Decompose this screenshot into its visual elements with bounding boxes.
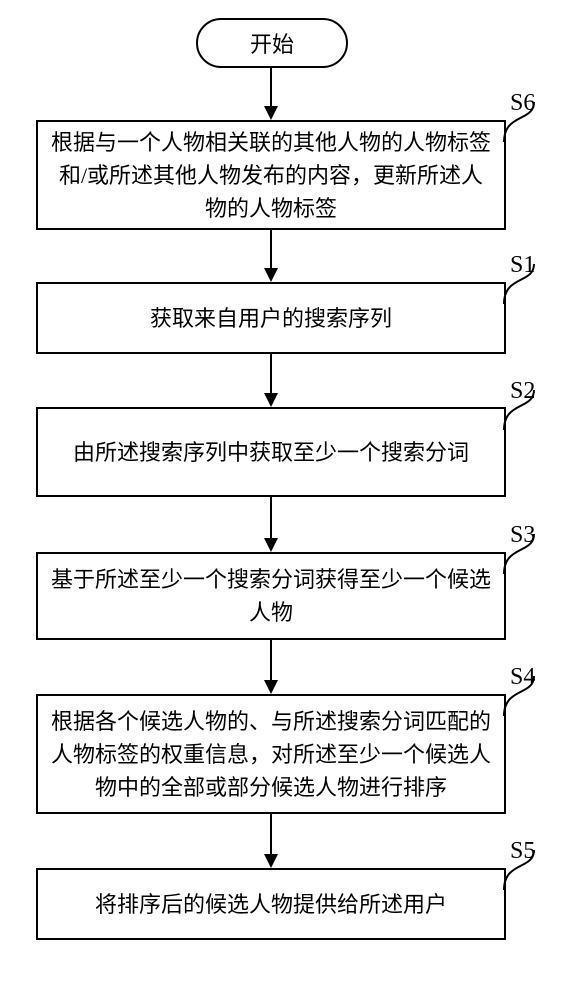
step-box-s3: 基于所述至少一个搜索分词获得至少一个候选人物 [36, 552, 506, 640]
arrow-line [270, 640, 272, 680]
arrow-head-icon [264, 538, 278, 552]
step-box-s2: 由所述搜索序列中获取至少一个搜索分词 [36, 407, 506, 497]
arrow-line [270, 68, 272, 106]
step-label-s4: S4 [510, 664, 535, 691]
start-text: 开始 [250, 27, 294, 59]
start-node: 开始 [196, 18, 348, 68]
step-text: 将排序后的候选人物提供给所述用户 [95, 888, 447, 921]
step-text: 由所述搜索序列中获取至少一个搜索分词 [73, 436, 469, 469]
step-label-s6: S6 [510, 90, 535, 117]
arrow-head-icon [264, 106, 278, 120]
arrow-head-icon [264, 268, 278, 282]
arrow-line [270, 814, 272, 854]
step-label-s1: S1 [510, 252, 535, 279]
step-box-s1: 获取来自用户的搜索序列 [36, 282, 506, 354]
step-text: 根据各个候选人物的、与所述搜索分词匹配的人物标签的权重信息，对所述至少一个候选人… [48, 705, 494, 804]
step-text: 获取来自用户的搜索序列 [150, 302, 392, 335]
arrow-line [270, 354, 272, 393]
arrow-line [270, 230, 272, 268]
step-label-s3: S3 [510, 522, 535, 549]
step-label-s5: S5 [510, 838, 535, 865]
step-label-s2: S2 [510, 378, 535, 405]
step-box-s6: 根据与一个人物相关联的其他人物的人物标签和/或所述其他人物发布的内容，更新所述人… [36, 120, 506, 230]
arrow-head-icon [264, 393, 278, 407]
arrow-head-icon [264, 680, 278, 694]
step-text: 根据与一个人物相关联的其他人物的人物标签和/或所述其他人物发布的内容，更新所述人… [48, 126, 494, 225]
step-box-s4: 根据各个候选人物的、与所述搜索分词匹配的人物标签的权重信息，对所述至少一个候选人… [36, 694, 506, 814]
arrow-head-icon [264, 854, 278, 868]
arrow-line [270, 497, 272, 538]
step-box-s5: 将排序后的候选人物提供给所述用户 [36, 868, 506, 940]
step-text: 基于所述至少一个搜索分词获得至少一个候选人物 [48, 563, 494, 629]
